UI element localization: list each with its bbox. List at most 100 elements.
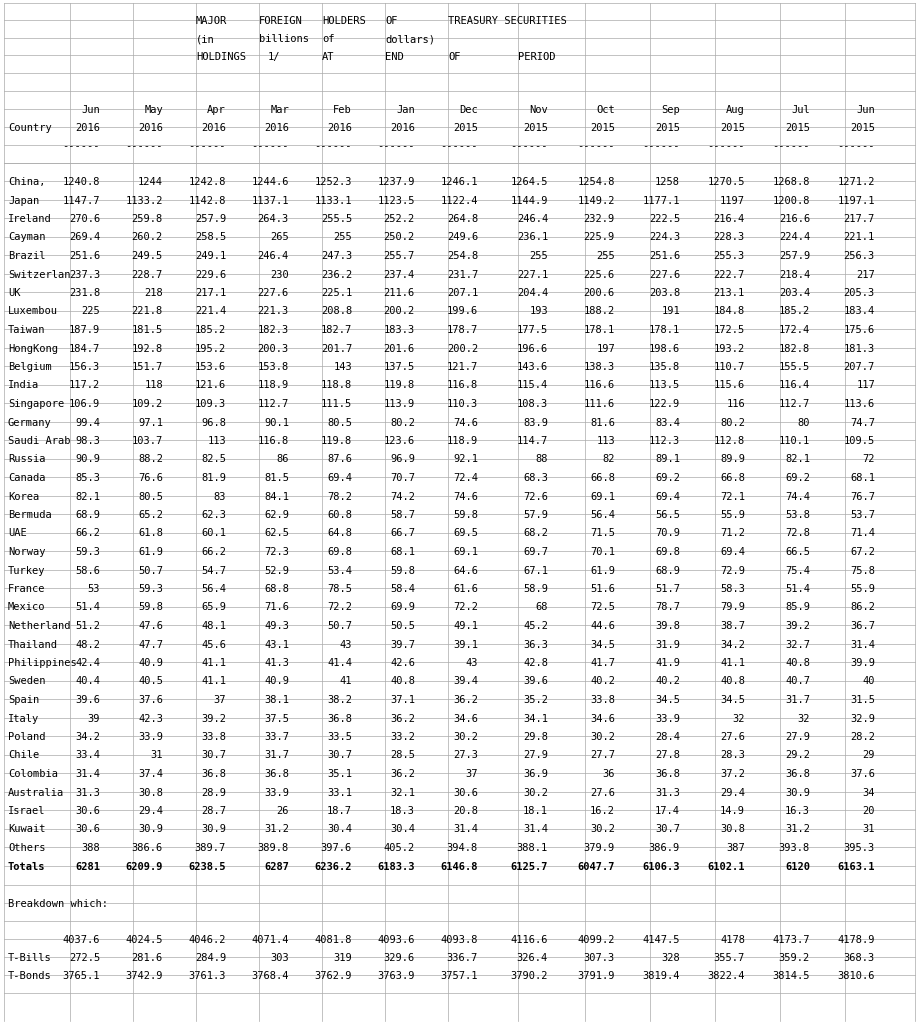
Text: 92.1: 92.1: [453, 455, 478, 465]
Text: 221.1: 221.1: [844, 232, 875, 243]
Text: 74.6: 74.6: [453, 492, 478, 502]
Text: 69.5: 69.5: [453, 528, 478, 539]
Text: 307.3: 307.3: [584, 953, 615, 963]
Text: 217.1: 217.1: [195, 288, 226, 298]
Text: 68.8: 68.8: [264, 584, 289, 594]
Text: 3763.9: 3763.9: [378, 971, 415, 981]
Text: 65.9: 65.9: [201, 602, 226, 612]
Text: 2015: 2015: [720, 123, 745, 133]
Text: 30.8: 30.8: [720, 824, 745, 835]
Text: 53: 53: [87, 584, 100, 594]
Text: 4093.6: 4093.6: [378, 935, 415, 945]
Text: 117.2: 117.2: [69, 381, 100, 390]
Text: 33.7: 33.7: [264, 732, 289, 742]
Text: 178.7: 178.7: [447, 325, 478, 335]
Text: 2016: 2016: [75, 123, 100, 133]
Text: 259.8: 259.8: [131, 214, 163, 224]
Text: 36.7: 36.7: [850, 621, 875, 631]
Text: 49.1: 49.1: [453, 621, 478, 631]
Text: 31.7: 31.7: [785, 695, 810, 705]
Text: 85.3: 85.3: [75, 473, 100, 483]
Text: 1133.2: 1133.2: [126, 196, 163, 206]
Text: 201.6: 201.6: [384, 343, 415, 353]
Text: 153.6: 153.6: [195, 362, 226, 372]
Text: 1254.8: 1254.8: [577, 177, 615, 187]
Text: Italy: Italy: [8, 714, 40, 724]
Text: 41.1: 41.1: [201, 677, 226, 686]
Text: 72.8: 72.8: [785, 528, 810, 539]
Text: dollars): dollars): [385, 34, 435, 44]
Text: 58.3: 58.3: [720, 584, 745, 594]
Text: 76.6: 76.6: [138, 473, 163, 483]
Text: 1122.4: 1122.4: [440, 196, 478, 206]
Text: 3757.1: 3757.1: [440, 971, 478, 981]
Text: TREASURY SECURITIES: TREASURY SECURITIES: [448, 16, 567, 26]
Text: 2015: 2015: [453, 123, 478, 133]
Text: 51.4: 51.4: [75, 602, 100, 612]
Text: 33.9: 33.9: [264, 787, 289, 798]
Text: 200.2: 200.2: [447, 343, 478, 353]
Text: 69.7: 69.7: [523, 547, 548, 557]
Text: 40.5: 40.5: [138, 677, 163, 686]
Text: 397.6: 397.6: [321, 843, 352, 853]
Text: 59.3: 59.3: [75, 547, 100, 557]
Text: OF: OF: [448, 52, 460, 62]
Text: 68.1: 68.1: [850, 473, 875, 483]
Text: 83.9: 83.9: [523, 418, 548, 427]
Text: 6163.1: 6163.1: [837, 861, 875, 871]
Text: 138.3: 138.3: [584, 362, 615, 372]
Text: Mexico: Mexico: [8, 602, 46, 612]
Text: 39.9: 39.9: [850, 658, 875, 668]
Text: 30.7: 30.7: [327, 751, 352, 761]
Text: HOLDINGS: HOLDINGS: [196, 52, 246, 62]
Text: 56.4: 56.4: [201, 584, 226, 594]
Text: 355.7: 355.7: [714, 953, 745, 963]
Text: 81.9: 81.9: [201, 473, 226, 483]
Text: 39.7: 39.7: [390, 640, 415, 649]
Text: 47.7: 47.7: [138, 640, 163, 649]
Text: 40.7: 40.7: [785, 677, 810, 686]
Text: 1200.8: 1200.8: [773, 196, 810, 206]
Text: 156.3: 156.3: [69, 362, 100, 372]
Text: 41.3: 41.3: [264, 658, 289, 668]
Text: 64.6: 64.6: [453, 565, 478, 575]
Text: ------: ------: [440, 141, 478, 151]
Text: 18.1: 18.1: [523, 806, 548, 816]
Text: 249.6: 249.6: [447, 232, 478, 243]
Text: 78.5: 78.5: [327, 584, 352, 594]
Text: 3810.6: 3810.6: [837, 971, 875, 981]
Text: 207.7: 207.7: [844, 362, 875, 372]
Text: 184.8: 184.8: [714, 306, 745, 316]
Text: 65.2: 65.2: [138, 510, 163, 520]
Text: 255: 255: [334, 232, 352, 243]
Text: 216.4: 216.4: [714, 214, 745, 224]
Text: 16.3: 16.3: [785, 806, 810, 816]
Text: 203.4: 203.4: [778, 288, 810, 298]
Text: 197: 197: [596, 343, 615, 353]
Text: 111.6: 111.6: [584, 399, 615, 409]
Text: 90.9: 90.9: [75, 455, 100, 465]
Text: 33.2: 33.2: [390, 732, 415, 742]
Text: 151.7: 151.7: [131, 362, 163, 372]
Text: 34.5: 34.5: [720, 695, 745, 705]
Text: billions: billions: [259, 34, 309, 44]
Text: 221.3: 221.3: [257, 306, 289, 316]
Text: MAJOR: MAJOR: [196, 16, 227, 26]
Text: 70.1: 70.1: [590, 547, 615, 557]
Text: 3814.5: 3814.5: [773, 971, 810, 981]
Text: 99.4: 99.4: [75, 418, 100, 427]
Text: 2015: 2015: [590, 123, 615, 133]
Text: 40.9: 40.9: [264, 677, 289, 686]
Text: 51.6: 51.6: [590, 584, 615, 594]
Text: 386.9: 386.9: [649, 843, 680, 853]
Text: END: END: [385, 52, 403, 62]
Text: 27.8: 27.8: [655, 751, 680, 761]
Text: T-Bonds: T-Bonds: [8, 971, 51, 981]
Text: 116: 116: [726, 399, 745, 409]
Text: 27.7: 27.7: [590, 751, 615, 761]
Text: 39.2: 39.2: [201, 714, 226, 724]
Text: Spain: Spain: [8, 695, 40, 705]
Text: 31.3: 31.3: [655, 787, 680, 798]
Text: 59.3: 59.3: [138, 584, 163, 594]
Text: 33.4: 33.4: [75, 751, 100, 761]
